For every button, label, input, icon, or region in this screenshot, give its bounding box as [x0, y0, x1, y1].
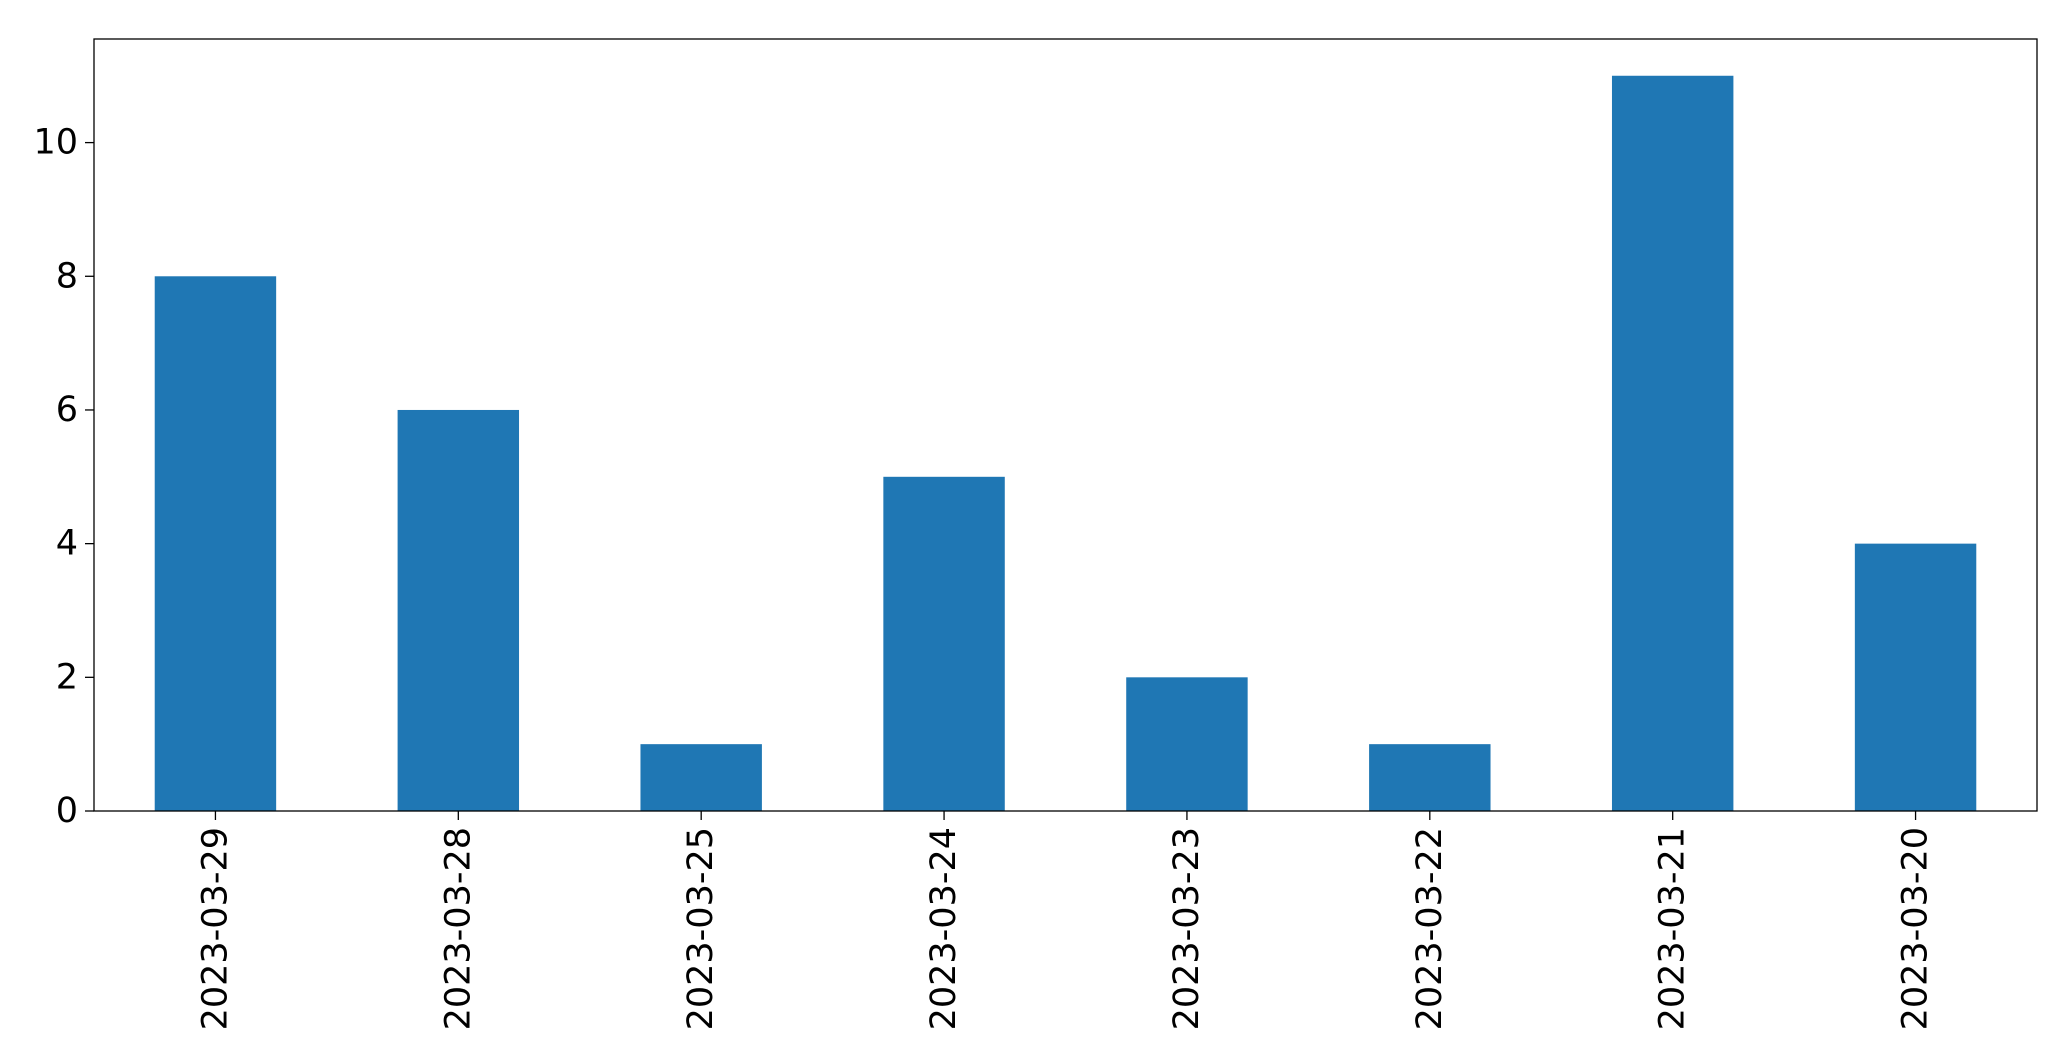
x-tick-label: 2023-03-22	[1410, 827, 1450, 1030]
x-tick-label: 2023-03-25	[681, 827, 721, 1030]
bar-2023-03-25	[640, 744, 762, 811]
y-tick-label: 0	[56, 791, 78, 831]
y-axis: 0 2 4 6 8 10	[33, 123, 94, 831]
bar-2023-03-23	[1126, 677, 1248, 811]
bar-2023-03-24	[883, 476, 1005, 811]
x-tick-label: 2023-03-20	[1896, 827, 1936, 1030]
x-tick-label: 2023-03-28	[438, 827, 478, 1030]
bar-2023-03-28	[397, 409, 520, 811]
x-tick-label: 2023-03-21	[1653, 827, 1693, 1030]
x-axis: 2023-03-29 2023-03-28 2023-03-25 2023-03-24…	[195, 811, 1936, 1030]
plot-frame	[93, 38, 2038, 812]
y-tick-label: 2	[56, 657, 78, 697]
y-tick-label: 8	[56, 256, 78, 296]
bar-2023-03-22	[1369, 744, 1491, 811]
y-tick-label: 6	[56, 390, 78, 430]
bar-2023-03-29	[154, 276, 277, 811]
x-tick-label: 2023-03-23	[1167, 827, 1207, 1030]
x-tick-label: 2023-03-24	[924, 827, 964, 1030]
y-tick-label: 10	[33, 123, 78, 163]
bar-2023-03-21	[1611, 75, 1734, 811]
y-tick-label: 4	[56, 524, 78, 564]
bar-2023-03-20	[1854, 543, 1977, 811]
bars-layer	[154, 75, 1977, 811]
x-tick-label: 2023-03-29	[195, 827, 235, 1030]
